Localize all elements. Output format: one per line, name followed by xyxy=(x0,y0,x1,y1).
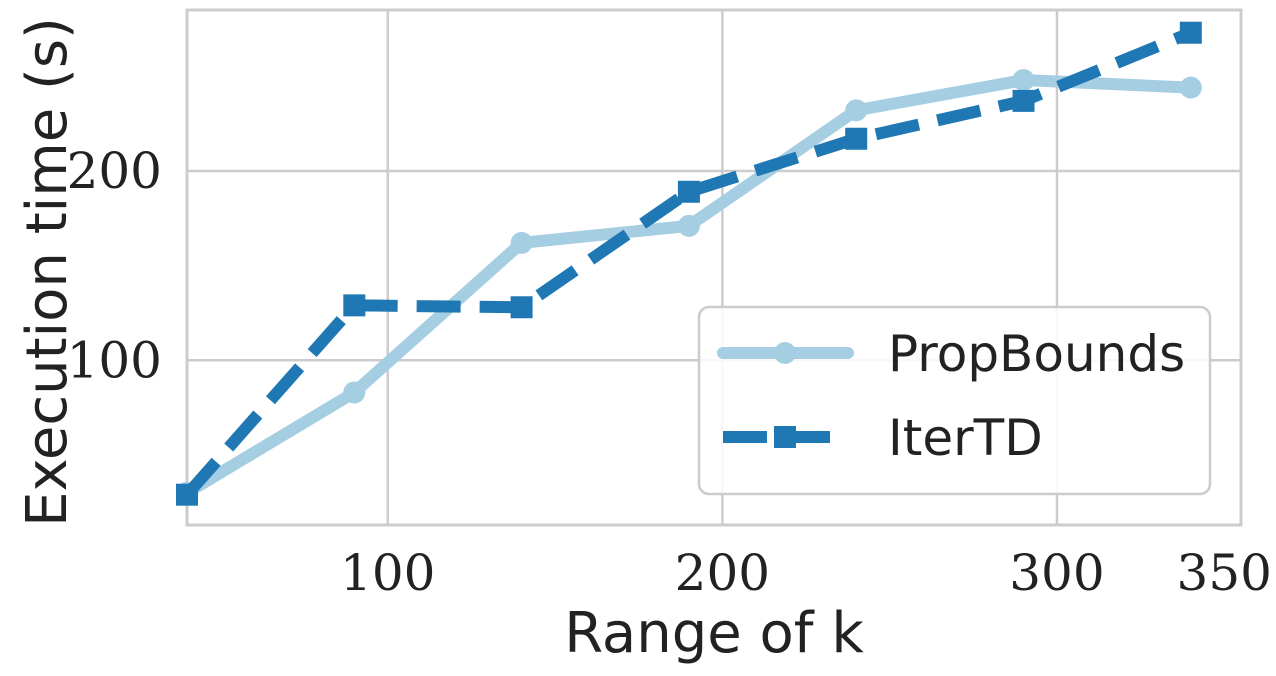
data-point xyxy=(1012,69,1035,92)
legend: PropBounds IterTD xyxy=(697,305,1212,496)
series-layer xyxy=(176,21,1202,506)
x-tick-label: 100 xyxy=(340,544,435,602)
x-tick-label: 200 xyxy=(675,544,770,602)
data-point xyxy=(1012,89,1035,112)
y-axis-label: Execution time (s) xyxy=(15,17,80,527)
data-point xyxy=(677,214,700,237)
data-point xyxy=(845,99,868,122)
legend-entries: PropBounds IterTD xyxy=(717,325,1185,467)
data-point xyxy=(510,296,533,319)
data-point xyxy=(1179,21,1202,44)
data-point xyxy=(1179,76,1202,99)
data-point xyxy=(845,127,868,150)
legend-marker xyxy=(774,426,796,448)
x-axis-label: Range of k xyxy=(564,601,864,666)
x-tick-label: 300 xyxy=(1009,544,1104,602)
y-tick-label: 100 xyxy=(67,331,162,389)
series-itertd xyxy=(176,21,1202,506)
tick-labels: 100 200 300 350 100 200 xyxy=(67,142,1272,602)
data-point xyxy=(510,231,533,254)
plot-frame xyxy=(185,8,1243,527)
data-point xyxy=(343,381,366,404)
x-tick-label: 350 xyxy=(1177,544,1272,602)
y-tick-label: 200 xyxy=(67,142,162,200)
data-point xyxy=(677,180,700,203)
legend-entry-itertd: IterTD xyxy=(723,409,1043,467)
data-point xyxy=(176,483,198,506)
legend-label: PropBounds xyxy=(888,325,1185,383)
legend-label: IterTD xyxy=(888,409,1043,467)
legend-marker xyxy=(774,342,796,364)
data-point xyxy=(343,294,366,317)
legend-entry-propbounds: PropBounds xyxy=(717,325,1185,383)
